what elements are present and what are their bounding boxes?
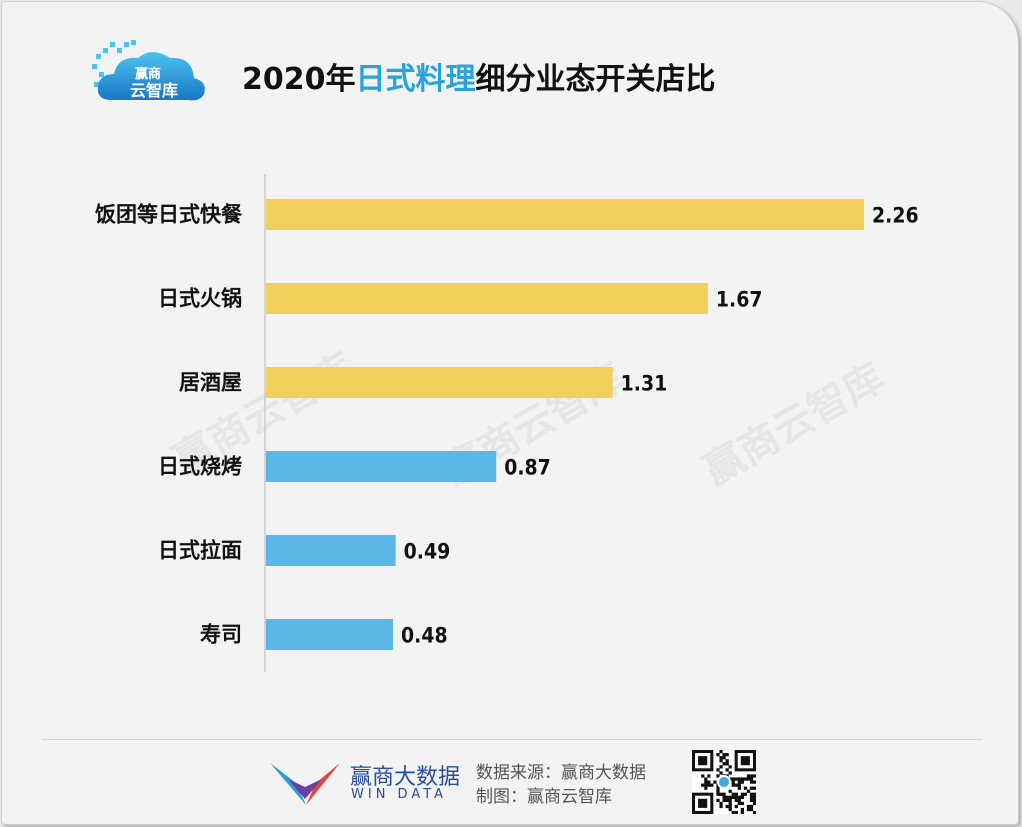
value-label: 1.31 [621,372,668,396]
bar [266,199,864,230]
bar [266,367,613,398]
category-label: 饭团等日式快餐 [94,203,243,227]
source-line: 数据来源：赢商大数据 [476,763,646,783]
bar [266,283,708,314]
value-label: 0.48 [401,624,448,648]
source-info: 数据来源：赢商大数据 制图：赢商云智库 [476,761,646,809]
footer-divider [42,739,982,740]
category-label: 寿司 [200,623,242,647]
value-label: 0.49 [404,540,451,564]
windata-logo-icon [270,757,340,807]
logo-text-bottom: 云智库 [130,81,178,100]
cloud-logo-icon: 赢商 云智库 [90,38,210,108]
category-label: 日式烧烤 [158,455,242,479]
bar-chart: 饭团等日式快餐 2.26 日式火锅 1.67 居酒屋 1.31 日式烧烤 0.87 日式拉面 0.… [94,174,919,672]
category-label: 日式拉面 [158,539,242,563]
title-suffix: 细分业态开关店比 [475,62,716,97]
qr-code-icon [692,750,757,815]
value-label: 2.26 [872,204,919,228]
title-prefix: 2020年 [242,62,356,97]
value-label: 0.87 [504,456,551,480]
bar [266,619,394,650]
logo-text-top: 赢商 [135,66,161,82]
title-highlight: 日式料理 [355,62,476,97]
category-label: 日式火锅 [158,287,242,311]
value-label: 1.67 [716,288,763,312]
brand-name-cn: 赢商大数据 [350,765,461,790]
made-by-line: 制图：赢商云智库 [476,787,612,807]
category-label: 居酒屋 [179,371,242,395]
chart-title: 2020年日式料理细分业态开关店比 [242,54,716,98]
brand-name-en: WIN DATA [351,787,448,802]
bar [266,451,497,482]
bar [266,535,396,566]
